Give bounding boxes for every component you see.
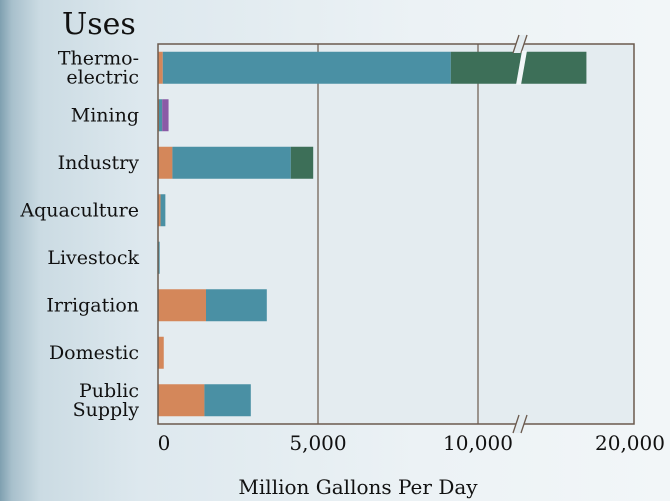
- bar-segment: [158, 194, 161, 227]
- axis-break-gap: [513, 35, 527, 53]
- x-tick-label: 20,000: [595, 431, 665, 455]
- bar-segment: [158, 289, 206, 322]
- axis-break-mark: [520, 414, 528, 434]
- axis-break-gap: [513, 415, 527, 433]
- chart-title: Uses: [62, 7, 136, 42]
- category-label: Irrigation: [46, 294, 139, 316]
- category-label: Aquaculture: [19, 199, 139, 221]
- bar-segment: [206, 289, 267, 322]
- bar-segment: [172, 146, 291, 179]
- category-label: Public Supply: [73, 380, 140, 421]
- bar-segment: [158, 51, 163, 84]
- category-label: Industry: [58, 152, 140, 174]
- bar-segment: [158, 146, 173, 179]
- category-label: Mining: [71, 104, 139, 126]
- category-label: Thermo-electric: [58, 47, 139, 88]
- axis-break-mark: [512, 34, 520, 54]
- bar-break-gap: [516, 50, 527, 85]
- bar-segment: [290, 146, 314, 179]
- plot-frame: [157, 43, 635, 425]
- axis-break-mark: [512, 414, 520, 434]
- x-axis-label: Million Gallons Per Day: [238, 475, 478, 499]
- x-tick-label: 5,000: [289, 431, 346, 455]
- category-label: Livestock: [47, 247, 139, 269]
- bar-segment: [158, 336, 164, 369]
- bar-segment: [162, 51, 451, 84]
- x-tick-label: 0: [158, 431, 171, 455]
- bar-segment: [158, 99, 163, 132]
- axis-break-mark: [520, 34, 528, 54]
- bar-segment: [162, 99, 169, 132]
- bar-segment: [204, 384, 251, 417]
- bar-segment: [160, 194, 166, 227]
- bar-segment: [158, 241, 160, 274]
- bar-segment: [158, 384, 205, 417]
- x-tick-label: 10,000: [443, 431, 513, 455]
- category-label: Domestic: [49, 342, 139, 364]
- plot-area: [158, 44, 634, 424]
